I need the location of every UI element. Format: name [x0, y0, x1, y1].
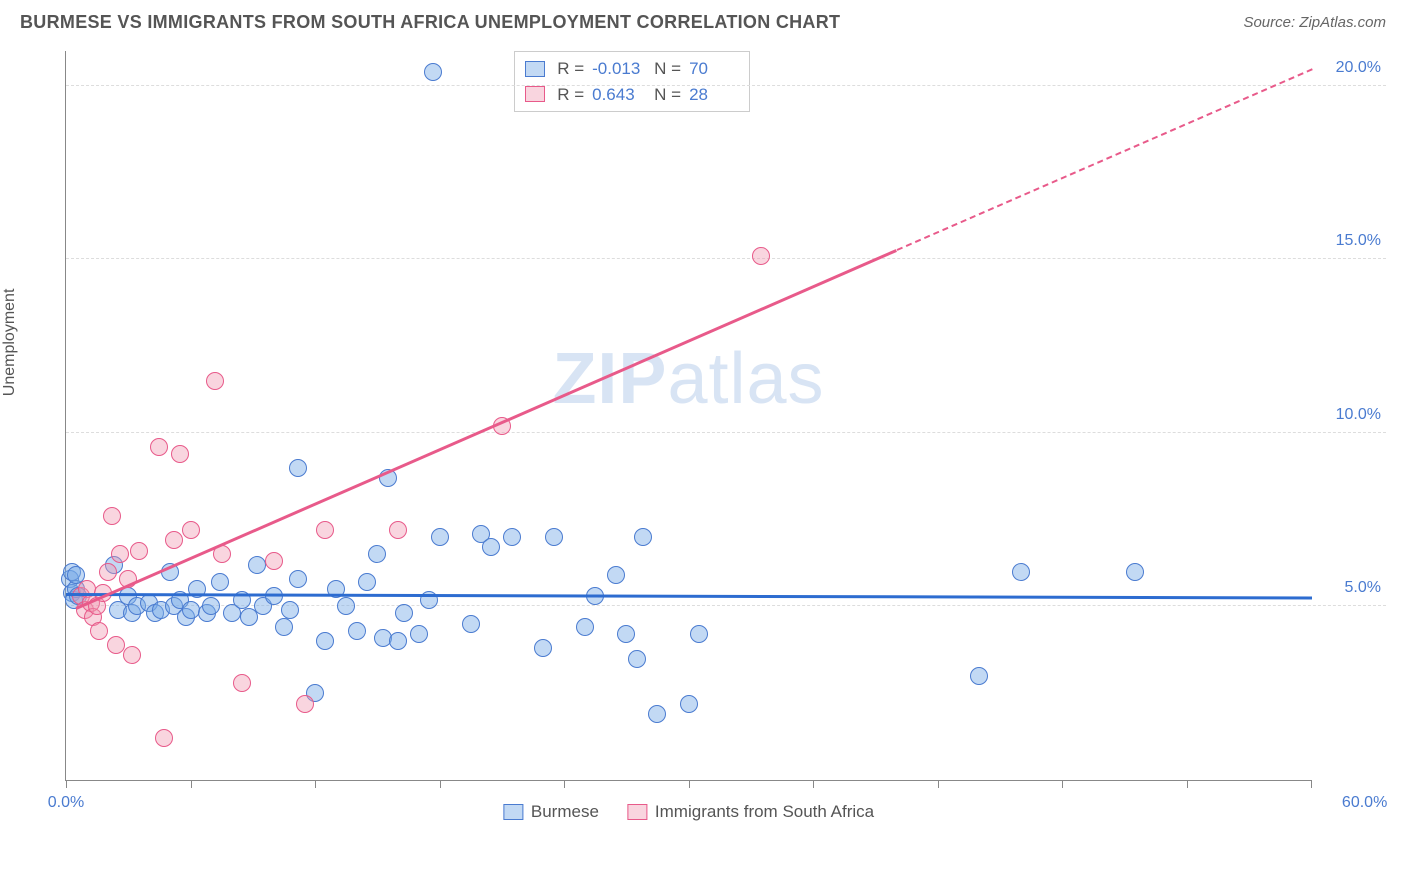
xtick: [66, 780, 67, 788]
data-point: [206, 372, 224, 390]
stats-legend: R =-0.013N =70R =0.643N =28: [514, 51, 750, 112]
data-point: [275, 618, 293, 636]
chart-title: BURMESE VS IMMIGRANTS FROM SOUTH AFRICA …: [20, 12, 840, 33]
data-point: [389, 521, 407, 539]
data-point: [99, 563, 117, 581]
xtick: [689, 780, 690, 788]
data-point: [617, 625, 635, 643]
stat-r-label: R =: [557, 56, 584, 82]
data-point: [90, 622, 108, 640]
legend-swatch: [503, 804, 523, 820]
data-point: [634, 528, 652, 546]
ytick-label: 15.0%: [1336, 232, 1381, 250]
data-point: [130, 542, 148, 560]
xtick-label: 60.0%: [1342, 794, 1387, 812]
chart-wrapper: Unemployment ZIPatlas R =-0.013N =70R =0…: [20, 41, 1386, 841]
legend-item: Immigrants from South Africa: [627, 802, 874, 822]
legend-item: Burmese: [503, 802, 599, 822]
data-point: [348, 622, 366, 640]
xtick: [564, 780, 565, 788]
data-point: [316, 632, 334, 650]
data-point: [289, 570, 307, 588]
y-axis-label: Unemployment: [1, 289, 19, 397]
data-point: [211, 573, 229, 591]
ytick-label: 5.0%: [1345, 579, 1381, 597]
data-point: [358, 573, 376, 591]
data-point: [248, 556, 266, 574]
stat-n-value: 70: [689, 56, 739, 82]
legend-swatch: [627, 804, 647, 820]
data-point: [182, 601, 200, 619]
data-point: [171, 445, 189, 463]
data-point: [155, 729, 173, 747]
xtick: [315, 780, 316, 788]
stat-r-value: -0.013: [592, 56, 642, 82]
ytick-label: 10.0%: [1336, 406, 1381, 424]
plot-area: ZIPatlas R =-0.013N =70R =0.643N =28 Bur…: [65, 51, 1311, 781]
data-point: [1012, 563, 1030, 581]
data-point: [607, 566, 625, 584]
watermark-rest: atlas: [667, 339, 824, 419]
legend-label: Immigrants from South Africa: [655, 802, 874, 822]
title-bar: BURMESE VS IMMIGRANTS FROM SOUTH AFRICA …: [0, 0, 1406, 41]
xtick: [191, 780, 192, 788]
data-point: [111, 545, 129, 563]
data-point: [316, 521, 334, 539]
data-point: [233, 674, 251, 692]
data-point: [296, 695, 314, 713]
data-point: [150, 438, 168, 456]
data-point: [368, 545, 386, 563]
data-point: [628, 650, 646, 668]
data-point: [462, 615, 480, 633]
data-point: [534, 639, 552, 657]
xtick-label: 0.0%: [48, 794, 84, 812]
legend-label: Burmese: [531, 802, 599, 822]
data-point: [395, 604, 413, 622]
gridline: [66, 85, 1386, 86]
xtick: [813, 780, 814, 788]
data-point: [503, 528, 521, 546]
data-point: [648, 705, 666, 723]
xtick: [440, 780, 441, 788]
xtick: [1062, 780, 1063, 788]
ytick-label: 20.0%: [1336, 59, 1381, 77]
data-point: [482, 538, 500, 556]
data-point: [289, 459, 307, 477]
data-point: [970, 667, 988, 685]
data-point: [123, 646, 141, 664]
gridline: [66, 432, 1386, 433]
data-point: [165, 531, 183, 549]
stats-row: R = -0.013 N = 70: [525, 56, 739, 82]
data-point: [107, 636, 125, 654]
data-point: [103, 507, 121, 525]
data-point: [576, 618, 594, 636]
xtick: [1187, 780, 1188, 788]
legend-swatch: [525, 61, 545, 77]
data-point: [680, 695, 698, 713]
data-point: [281, 601, 299, 619]
data-point: [389, 632, 407, 650]
data-point: [752, 247, 770, 265]
watermark-bold: ZIP: [552, 339, 667, 419]
xtick: [1311, 780, 1312, 788]
data-point: [545, 528, 563, 546]
data-point: [431, 528, 449, 546]
watermark: ZIPatlas: [552, 338, 824, 420]
data-point: [410, 625, 428, 643]
data-point: [1126, 563, 1144, 581]
trendline: [66, 593, 1312, 599]
data-point: [690, 625, 708, 643]
source-label: Source: ZipAtlas.com: [1243, 14, 1386, 31]
data-point: [202, 597, 220, 615]
stat-n-label: N =: [654, 56, 681, 82]
legend-swatch: [525, 86, 545, 102]
data-point: [265, 552, 283, 570]
data-point: [182, 521, 200, 539]
bottom-legend: Burmese Immigrants from South Africa: [503, 802, 874, 822]
data-point: [337, 597, 355, 615]
xtick: [938, 780, 939, 788]
gridline: [66, 258, 1386, 259]
data-point: [424, 63, 442, 81]
trendline: [896, 68, 1312, 251]
